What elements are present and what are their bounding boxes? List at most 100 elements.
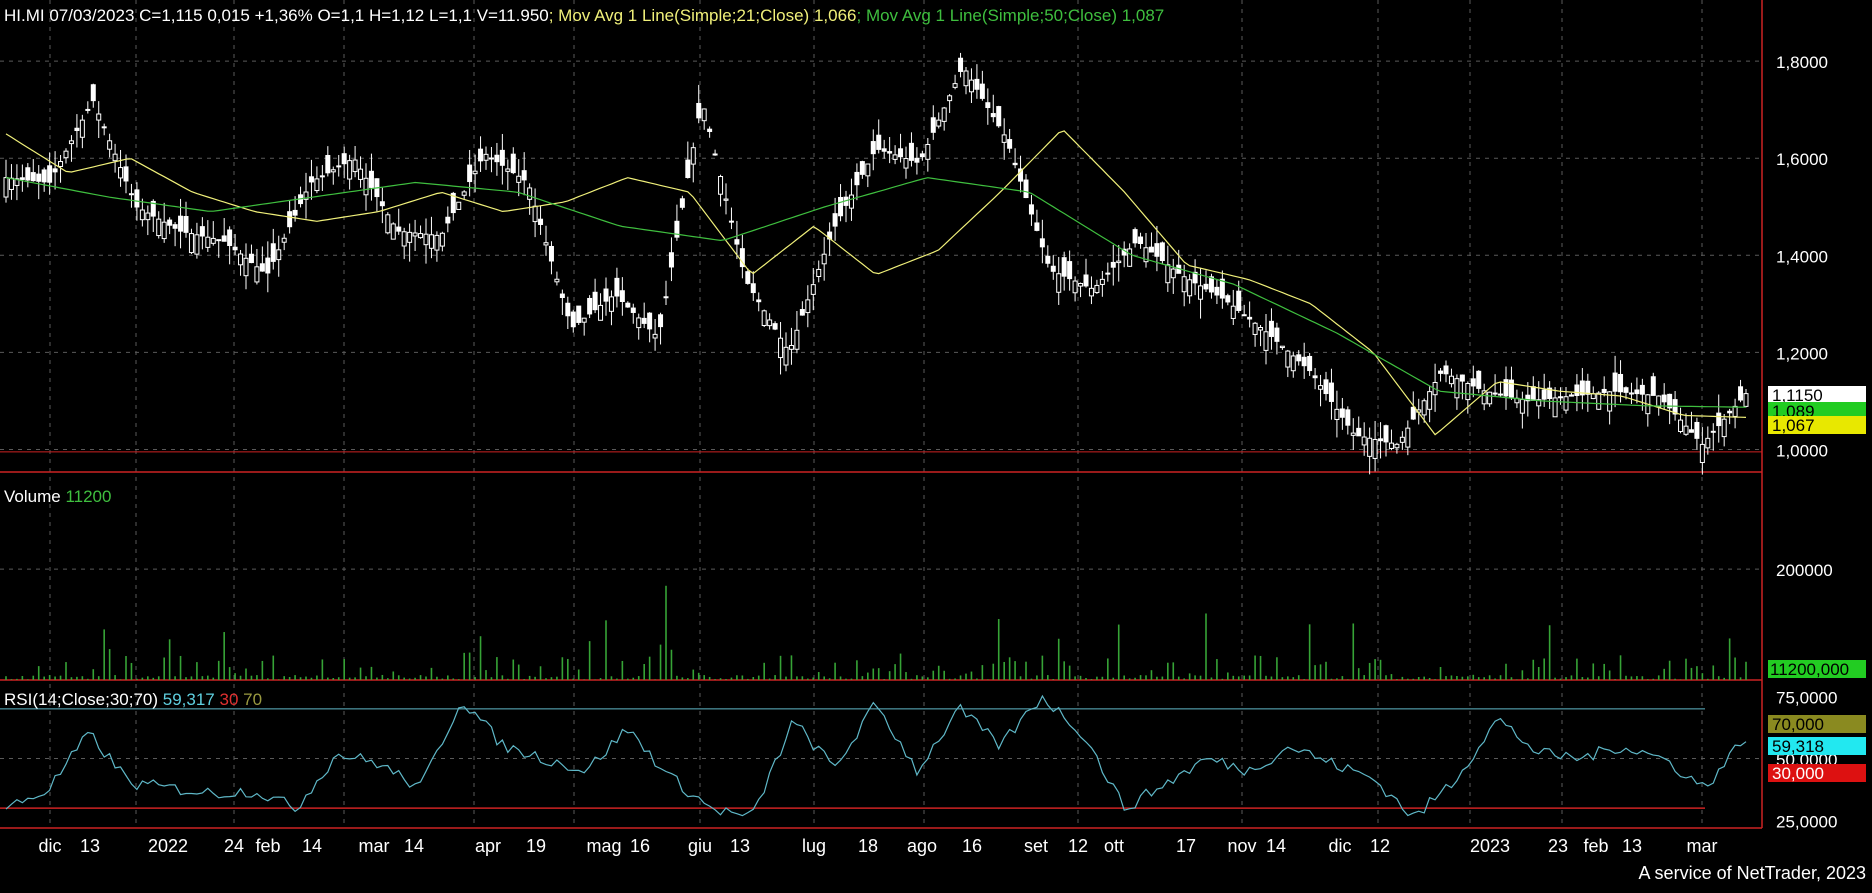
volume-bar <box>1270 676 1273 680</box>
volume-bar <box>997 619 1000 680</box>
volume-bar <box>267 678 269 680</box>
volume-bar <box>1685 658 1687 680</box>
candle-body <box>1198 285 1204 300</box>
candle-body <box>58 161 64 167</box>
volume-bar <box>959 675 962 680</box>
volume-bar <box>1445 676 1447 680</box>
volume-bar <box>1565 677 1567 680</box>
x-label-2: 2022 <box>148 836 188 856</box>
ma21-header-label: ; Mov Avg 1 Line(Simple;21;Close) <box>548 6 810 25</box>
volume-bar <box>1537 667 1540 680</box>
candle-body <box>1661 394 1667 403</box>
candle-body <box>974 78 980 90</box>
candle-body <box>1476 370 1482 389</box>
volume-bar <box>850 678 853 680</box>
volume-bar <box>910 678 913 680</box>
volume-bar <box>627 678 629 680</box>
candle-body <box>532 205 538 223</box>
volume-bar <box>1112 677 1115 680</box>
candle-body <box>210 237 216 244</box>
volume-bar <box>65 662 67 680</box>
volume-bar <box>114 675 116 680</box>
x-label-16: ago <box>907 836 937 856</box>
volume-bar <box>861 676 864 680</box>
volume-bar <box>888 671 891 680</box>
volume-bar <box>125 656 127 680</box>
volume-bar <box>872 668 875 680</box>
volume-bar <box>392 671 395 680</box>
x-label-9: 19 <box>526 836 546 856</box>
volume-bar <box>708 676 711 680</box>
volume-bar <box>937 665 940 680</box>
volume-bar <box>954 678 956 680</box>
volume-bar <box>899 653 902 680</box>
candle-body <box>1116 260 1122 264</box>
volume-bar <box>1390 674 1393 680</box>
volume-bar <box>1428 677 1431 680</box>
candle-body <box>1678 419 1684 432</box>
volume-bar <box>1303 679 1305 680</box>
volume-bar <box>1297 675 1300 680</box>
volume-bar <box>256 675 258 680</box>
volume-bar <box>1352 623 1355 680</box>
candle-body <box>396 226 402 232</box>
volume-bar <box>152 677 155 680</box>
volume-bar <box>1674 678 1676 680</box>
volume-bar <box>1668 660 1671 680</box>
volume-bar <box>725 678 727 680</box>
volume-bar <box>27 679 29 680</box>
volume-bar <box>316 675 318 680</box>
volume-bar <box>5 676 7 680</box>
volume-bar <box>877 668 880 680</box>
candle-body <box>1007 139 1013 149</box>
volume-bar <box>1505 663 1507 680</box>
volume-bar <box>81 676 84 680</box>
volume-bar <box>1188 673 1191 680</box>
volume-bar <box>1379 659 1382 680</box>
candle-body <box>1552 397 1558 418</box>
candle-body <box>1732 405 1738 417</box>
volume-bar <box>616 678 618 680</box>
candle-body <box>450 192 456 214</box>
volume-bar <box>1232 675 1235 680</box>
candle-body <box>439 232 445 247</box>
candle-body <box>308 176 314 183</box>
candle-body <box>1154 243 1160 257</box>
candle-body <box>985 102 991 109</box>
candle-body <box>570 311 576 328</box>
candle-body <box>1088 287 1094 297</box>
volume-bar <box>599 678 602 680</box>
volume-bar <box>932 670 935 680</box>
candle-body <box>658 314 664 328</box>
candle-body <box>1688 429 1694 433</box>
candle-body <box>756 299 762 303</box>
candle-body <box>8 177 14 190</box>
volume-bar <box>692 669 695 680</box>
x-label-14: lug <box>802 836 826 856</box>
x-label-30: mar <box>1687 836 1718 856</box>
volume-bar <box>1510 677 1513 680</box>
candle-body <box>1710 430 1716 433</box>
candle-body <box>1301 356 1307 367</box>
candle-body <box>663 296 669 299</box>
candle-body <box>641 317 647 324</box>
volume-bar <box>1319 664 1322 680</box>
volume-bar <box>163 657 165 680</box>
volume-bar <box>1461 676 1464 680</box>
candle-body <box>914 157 920 163</box>
volume-bar <box>48 675 51 680</box>
volume-bar <box>212 677 215 680</box>
candle-body <box>1388 442 1394 449</box>
candle-body <box>36 173 42 182</box>
candle-body <box>1498 393 1504 396</box>
volume-bar <box>654 679 656 680</box>
volume-bar <box>730 677 733 680</box>
volume-bar <box>567 658 569 680</box>
volume-bar <box>594 679 596 680</box>
candle-body <box>1399 436 1405 443</box>
volume-bar <box>905 672 907 680</box>
volume-bar <box>436 676 438 680</box>
volume-bar <box>299 677 302 680</box>
volume-bar <box>1347 679 1349 680</box>
candle-body <box>401 231 407 247</box>
